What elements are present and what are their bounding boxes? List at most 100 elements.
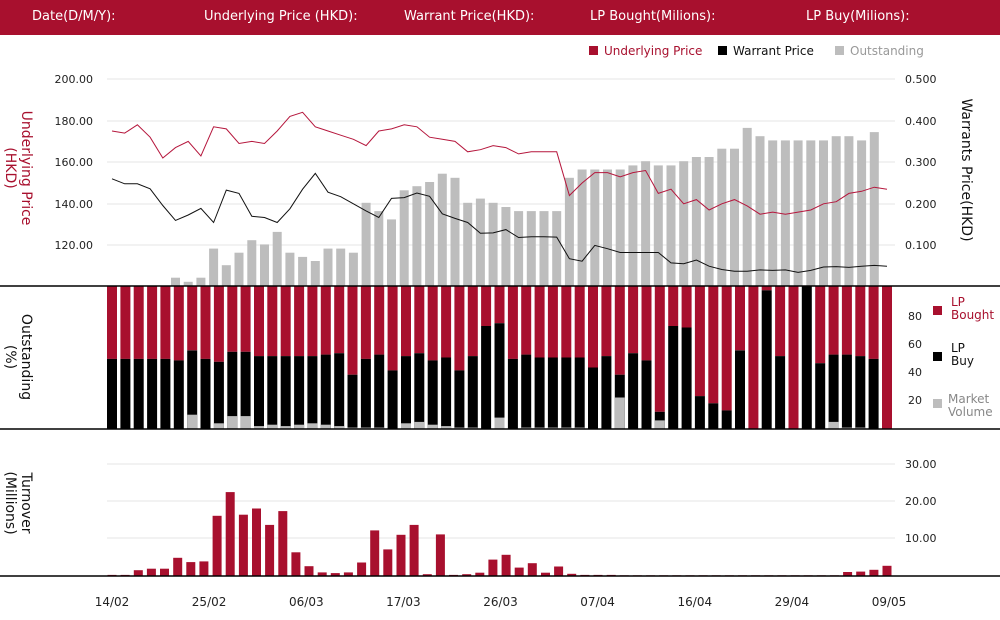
turnover-bar bbox=[370, 530, 380, 576]
outstanding-bar bbox=[475, 198, 485, 286]
outstanding-bar bbox=[590, 169, 600, 286]
turnover-bar bbox=[567, 573, 577, 576]
lp-bought-bar bbox=[601, 286, 612, 357]
market-volume-bar bbox=[334, 426, 345, 429]
outstanding-bar bbox=[819, 140, 828, 286]
left-tick-label: 200.00 bbox=[55, 73, 94, 86]
lp-bought-bar bbox=[868, 286, 879, 359]
x-tick-label: 06/03 bbox=[289, 595, 324, 609]
outstanding-bar bbox=[450, 177, 460, 286]
lp-bought-bar bbox=[307, 286, 318, 357]
outstanding-bar bbox=[806, 140, 816, 286]
outstanding-bar bbox=[628, 165, 638, 286]
outstanding-right-axis: 80 60 40 20 bbox=[908, 310, 922, 407]
lp-buy-bar bbox=[534, 357, 545, 429]
turnover-axis-title: Turnover(Millions) bbox=[2, 471, 34, 534]
lp-buy-bar bbox=[454, 370, 465, 429]
outstanding-bar bbox=[577, 169, 587, 286]
outstanding-bar bbox=[387, 219, 396, 286]
lp-buy-bar bbox=[494, 323, 505, 429]
turnover-tick-label: 20.00 bbox=[905, 495, 937, 508]
outstanding-bar bbox=[641, 161, 651, 286]
market-volume-bar bbox=[614, 397, 625, 429]
lp-stacked-bars bbox=[107, 286, 892, 430]
header-lp-buy-label: LP Buy(Milions): bbox=[806, 9, 910, 24]
lp-bought-bar bbox=[788, 286, 799, 429]
turnover-bar bbox=[212, 515, 222, 576]
lp-buy-bar bbox=[628, 353, 639, 429]
outstanding-bar bbox=[691, 157, 701, 286]
left-tick-label: 140.00 bbox=[55, 198, 94, 211]
lp-bought-bar bbox=[360, 286, 371, 359]
lp-buy-bar bbox=[641, 360, 652, 429]
outstanding-bar bbox=[425, 182, 435, 286]
turnover-bar bbox=[199, 561, 209, 576]
lp-bought-bar bbox=[120, 286, 131, 359]
outstanding-bar bbox=[730, 148, 739, 286]
lp-buy-bar bbox=[668, 326, 679, 429]
lp-buy-bar bbox=[828, 354, 839, 429]
market-volume-bar bbox=[414, 421, 425, 430]
right-tick-label: 0.500 bbox=[905, 73, 937, 86]
outstanding-bar bbox=[526, 211, 536, 286]
outstanding-bar bbox=[298, 256, 308, 286]
market-volume-bar bbox=[320, 424, 331, 429]
outstanding-bar bbox=[183, 281, 193, 286]
outstanding-bar bbox=[552, 211, 562, 286]
legend-lp-bought: LP Bought bbox=[951, 295, 994, 322]
turnover-bar bbox=[409, 524, 419, 576]
outstanding-bar bbox=[742, 127, 752, 287]
lp-buy-bar bbox=[107, 358, 117, 429]
turnover-bar bbox=[225, 492, 235, 576]
outstanding-bar bbox=[869, 132, 879, 286]
mid-tick-label: 20 bbox=[908, 394, 922, 407]
info-header-bar: Date(D/M/Y): Underlying Price (HKD): War… bbox=[0, 0, 1000, 35]
lp-bought-bar bbox=[561, 286, 572, 358]
outstanding-axis-title: Outstanding(%) bbox=[2, 314, 34, 400]
turnover-bar bbox=[882, 565, 892, 576]
left-tick-label: 180.00 bbox=[55, 115, 94, 128]
outstanding-bar bbox=[793, 140, 803, 286]
outstanding-bar bbox=[488, 202, 498, 286]
lp-buy-bar bbox=[294, 356, 305, 429]
lp-bought-bar bbox=[414, 286, 425, 354]
market-volume-bar bbox=[307, 423, 318, 429]
market-volume-bar bbox=[280, 426, 291, 429]
legend-lp-bought-swatch bbox=[933, 306, 942, 315]
outstanding-bar bbox=[412, 186, 422, 286]
turnover-bar bbox=[278, 511, 288, 576]
turnover-gridlines bbox=[107, 463, 895, 539]
turnover-tick-label: 10.00 bbox=[905, 532, 937, 545]
price-right-axis: 0.500 0.400 0.300 0.200 0.100 bbox=[905, 73, 937, 252]
outstanding-bar bbox=[666, 165, 676, 286]
turnover-bar bbox=[856, 571, 866, 576]
lp-buy-bar bbox=[401, 356, 411, 429]
lp-buy-bar bbox=[160, 358, 171, 429]
market-volume-bar bbox=[441, 426, 452, 429]
lp-buy-bar bbox=[694, 396, 705, 429]
right-tick-label: 0.300 bbox=[905, 156, 937, 169]
lp-bought-bar bbox=[427, 286, 438, 361]
lp-buy-bar bbox=[521, 354, 532, 429]
turnover-bar bbox=[422, 574, 432, 576]
x-tick-label: 17/03 bbox=[386, 595, 421, 609]
outstanding-bar bbox=[399, 190, 409, 286]
x-tick-label: 09/05 bbox=[872, 595, 907, 609]
lp-bought-bar bbox=[240, 286, 251, 352]
warrant-price-line bbox=[111, 172, 888, 273]
outstanding-bar bbox=[285, 252, 295, 286]
outstanding-bar bbox=[539, 211, 549, 286]
lp-buy-bar bbox=[708, 403, 719, 429]
lp-buy-bar bbox=[507, 358, 518, 429]
lp-buy-bar bbox=[360, 358, 371, 429]
left-tick-label: 120.00 bbox=[55, 239, 94, 252]
market-volume-bar bbox=[240, 416, 251, 429]
turnover-right-axis: 30.00 20.00 10.00 bbox=[905, 458, 937, 545]
lp-bought-bar bbox=[254, 286, 264, 357]
lp-bought-bar bbox=[454, 286, 465, 371]
market-volume-bar bbox=[254, 426, 264, 429]
lp-buy-bar bbox=[427, 360, 438, 429]
lp-bought-bar bbox=[200, 286, 211, 359]
header-lp-bought-label: LP Bought(Milions): bbox=[590, 9, 716, 24]
